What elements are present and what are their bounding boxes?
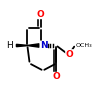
Text: O: O bbox=[66, 50, 73, 59]
Text: OCH₃: OCH₃ bbox=[76, 43, 92, 48]
Text: N: N bbox=[40, 41, 48, 50]
Polygon shape bbox=[29, 44, 39, 47]
Text: O: O bbox=[52, 72, 60, 81]
Text: H: H bbox=[6, 41, 13, 50]
Text: O: O bbox=[37, 10, 45, 19]
Polygon shape bbox=[16, 44, 27, 47]
